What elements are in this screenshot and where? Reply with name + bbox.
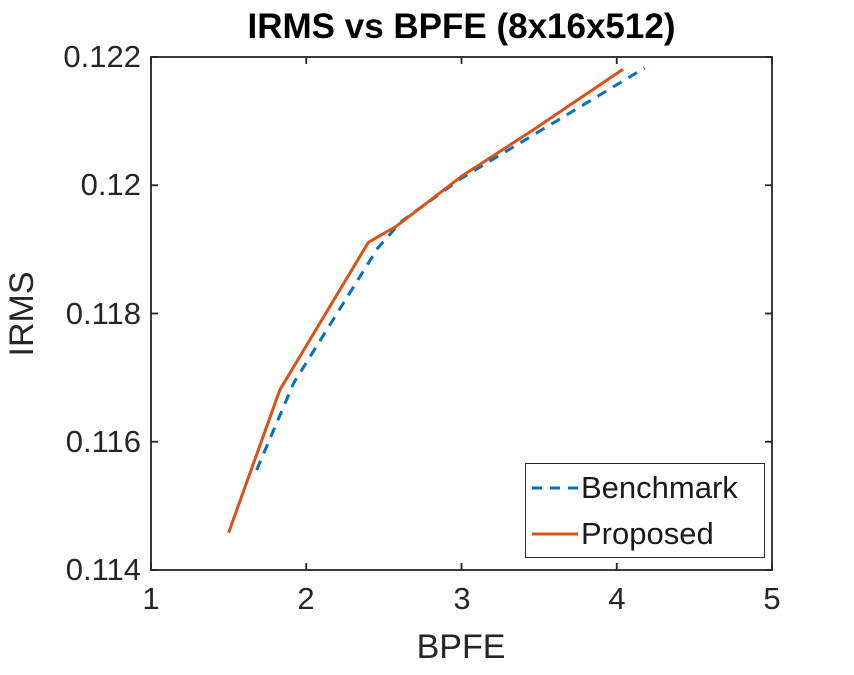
y-tick-label-0.118: 0.118 bbox=[65, 296, 141, 331]
y-tick-label-0.12: 0.12 bbox=[80, 167, 141, 202]
legend-label-proposed: Proposed bbox=[581, 515, 714, 551]
legend-label-benchmark: Benchmark bbox=[581, 469, 738, 505]
y-tick-label-0.114: 0.114 bbox=[65, 552, 141, 587]
series-line-benchmark bbox=[255, 66, 646, 471]
tick-marks bbox=[150, 56, 773, 571]
x-tick-label-1: 1 bbox=[142, 581, 160, 616]
legend-entry-proposed: Proposed bbox=[526, 511, 764, 557]
x-tick-label-4: 4 bbox=[608, 581, 626, 616]
x-tick-label-2: 2 bbox=[297, 581, 315, 616]
legend-line-sample-dashed bbox=[532, 486, 578, 489]
x-axis-label: BPFE bbox=[416, 628, 506, 666]
y-axis-label: IRMS bbox=[3, 271, 41, 357]
legend-line-sample-solid bbox=[532, 532, 578, 535]
series-line-proposed bbox=[227, 67, 624, 534]
x-tick-label-3: 3 bbox=[453, 581, 471, 616]
x-tick-label-5: 5 bbox=[763, 581, 781, 616]
series-lines bbox=[227, 66, 646, 534]
y-tick-label-0.116: 0.116 bbox=[65, 424, 141, 459]
legend: Benchmark Proposed bbox=[525, 463, 765, 558]
y-tick-label-0.122: 0.122 bbox=[63, 39, 141, 74]
legend-entry-benchmark: Benchmark bbox=[526, 465, 764, 511]
chart-title: IRMS vs BPFE (8x16x512) bbox=[247, 7, 676, 46]
